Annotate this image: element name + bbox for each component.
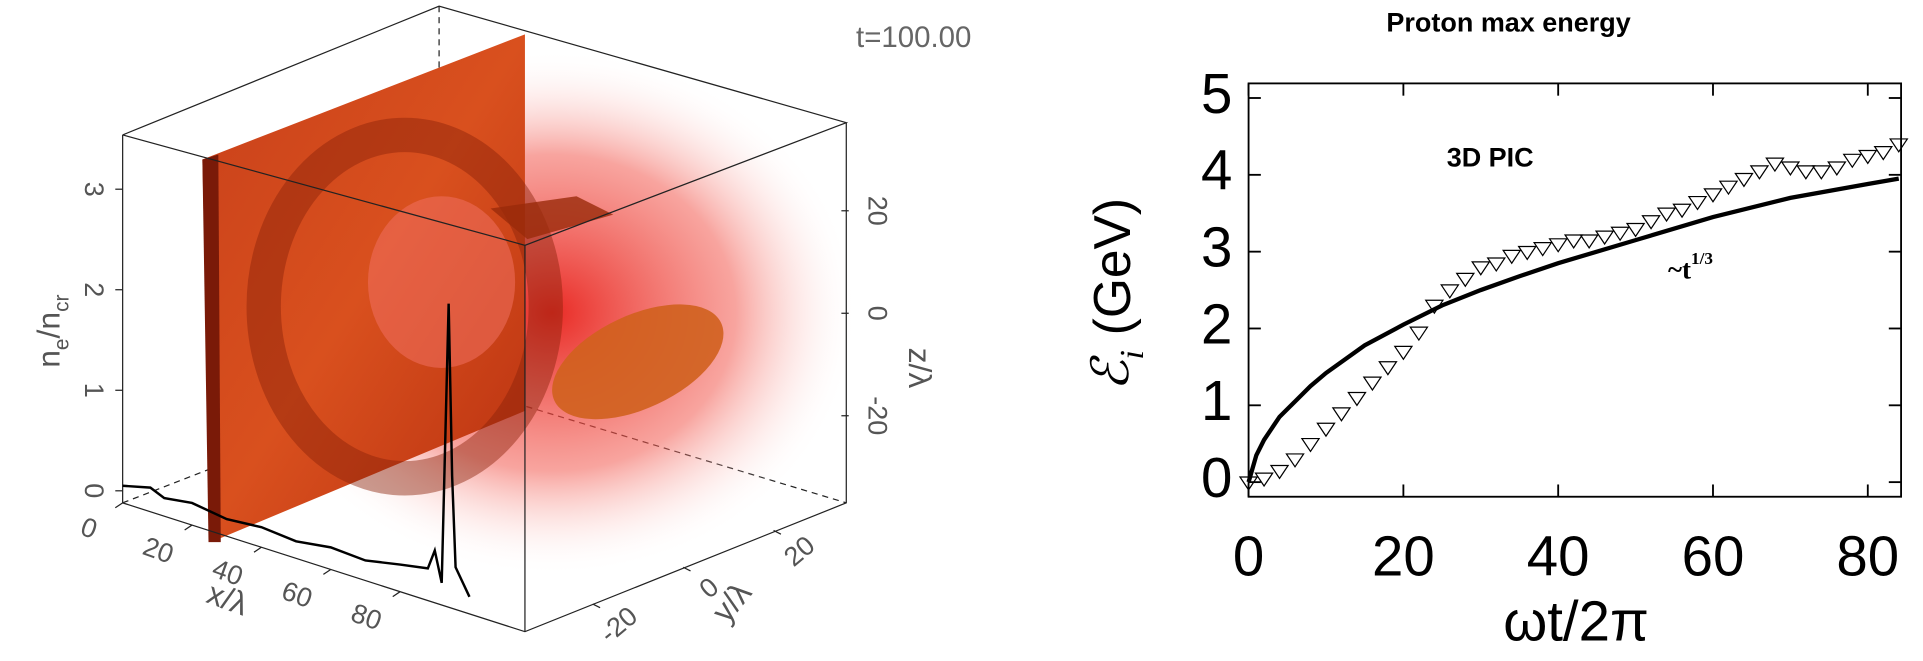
triangle-marker (1627, 223, 1644, 236)
y-tick-label: 0 (1201, 446, 1232, 509)
slab-edge (202, 155, 220, 543)
triangle-marker (1735, 174, 1752, 187)
x-tick (185, 525, 192, 530)
triangle-marker (1782, 162, 1799, 175)
annotation: ~t1/3 (1668, 249, 1713, 285)
y-tick-label: 5 (1201, 62, 1232, 125)
page: t=100.00 020406080200-20200-200123ne/ncr… (0, 0, 1923, 661)
triangle-marker (1797, 166, 1814, 179)
x-tick-label: 60 (278, 575, 316, 613)
triangle-marker (1828, 162, 1845, 175)
x-tick (254, 547, 261, 552)
y-tick-label: -20 (594, 601, 643, 649)
triangle-marker (1720, 181, 1737, 194)
triangle-marker (1704, 189, 1721, 202)
label-part: /n (31, 312, 67, 339)
triangle-marker (1333, 408, 1350, 421)
y-tick-label: 2 (1201, 292, 1232, 355)
label-part: n (31, 350, 67, 368)
triangle-marker (1302, 439, 1319, 452)
x-tick-label: 80 (347, 598, 385, 636)
z-axis-label: z/λ (902, 348, 938, 389)
triangle-marker (1658, 208, 1675, 221)
x-tick (393, 592, 400, 597)
line-panel: Proton max energy 0 20 40 60 80 0 1 2 3 4 5 ωt/2π ℰi (… (1083, 8, 1908, 653)
triangle-marker (1519, 247, 1536, 260)
label-part: cr (51, 294, 74, 311)
triangle-marker (1271, 465, 1288, 478)
n-axis-label: ne/ncr (31, 294, 74, 367)
label-part: e (51, 338, 74, 350)
x-tick-label: 80 (1836, 524, 1899, 587)
n-tick-label: 0 (79, 483, 109, 498)
y-tick-label: 3 (1201, 216, 1232, 279)
line-series (1249, 179, 1899, 482)
label-part: ℰ (1083, 355, 1140, 391)
triangle-marker (1410, 327, 1427, 340)
plot-frame (1249, 83, 1901, 496)
annotation-part: ~t (1668, 254, 1691, 284)
x-tick-label: 20 (1372, 524, 1435, 587)
x-axis-label: ωt/2π (1503, 589, 1649, 652)
x-tick (115, 503, 122, 508)
x-tick-label: 0 (1233, 524, 1264, 587)
triangle-marker (1364, 377, 1381, 390)
triangle-marker (1766, 158, 1783, 171)
y-tick (683, 567, 690, 571)
panels: t=100.00 020406080200-20200-200123ne/ncr… (31, 6, 1907, 652)
x-tick-label: 20 (139, 531, 177, 569)
n-tick-label: 2 (79, 282, 109, 297)
time-label: t=100.00 (856, 21, 971, 54)
x-tick-label: 60 (1682, 524, 1745, 587)
figure: t=100.00 020406080200-20200-200123ne/ncr… (0, 0, 1923, 661)
label-part: (GeV) (1083, 198, 1141, 335)
n-tick-label: 3 (79, 182, 109, 197)
triangle-marker (1565, 235, 1582, 248)
triangle-marker (1441, 285, 1458, 298)
chart-title: Proton max energy (1386, 8, 1630, 38)
x-tick (323, 569, 330, 574)
triangle-marker (1550, 239, 1567, 252)
y-tick-label: 20 (778, 530, 820, 572)
triangle-marker (1612, 227, 1629, 240)
x-tick-label: 40 (1527, 524, 1590, 587)
y-tick (593, 604, 600, 608)
triangle-marker (1875, 147, 1892, 160)
triangle-marker (1581, 235, 1598, 248)
label-part: i (1113, 350, 1151, 360)
triangle-marker (1503, 250, 1520, 263)
z-tick-label: -20 (863, 396, 893, 435)
z-tick-label: 20 (863, 196, 893, 226)
triangle-marker (1534, 243, 1551, 256)
triangle-marker (1596, 231, 1613, 244)
triangle-marker (1673, 204, 1690, 217)
triangle-marker (1689, 197, 1706, 210)
triangle-marker (1488, 258, 1505, 271)
annotation: 3D PIC (1447, 143, 1534, 173)
triangle-marker (1859, 150, 1876, 163)
z-tick-label: 0 (863, 306, 893, 321)
y-axis-label: ℰi (GeV) (1083, 198, 1151, 391)
volume-panel: t=100.00 020406080200-20200-200123ne/ncr… (31, 6, 971, 649)
triangle-marker (1317, 423, 1334, 436)
triangle-marker (1890, 139, 1907, 152)
y-tick-label: 1 (1201, 369, 1232, 432)
y-tick-label: 4 (1201, 139, 1232, 202)
n-tick-label: 1 (79, 383, 109, 398)
triangle-marker (1813, 166, 1830, 179)
triangle-marker (1844, 154, 1861, 167)
x-tick-label: 0 (77, 511, 101, 544)
triangle-marker (1751, 166, 1768, 179)
triangle-marker (1395, 346, 1412, 359)
annotation-part: 1/3 (1691, 249, 1713, 268)
triangle-marker (1348, 392, 1365, 405)
triangle-marker (1379, 362, 1396, 375)
triangle-marker (1642, 216, 1659, 229)
triangle-marker (1255, 473, 1272, 486)
